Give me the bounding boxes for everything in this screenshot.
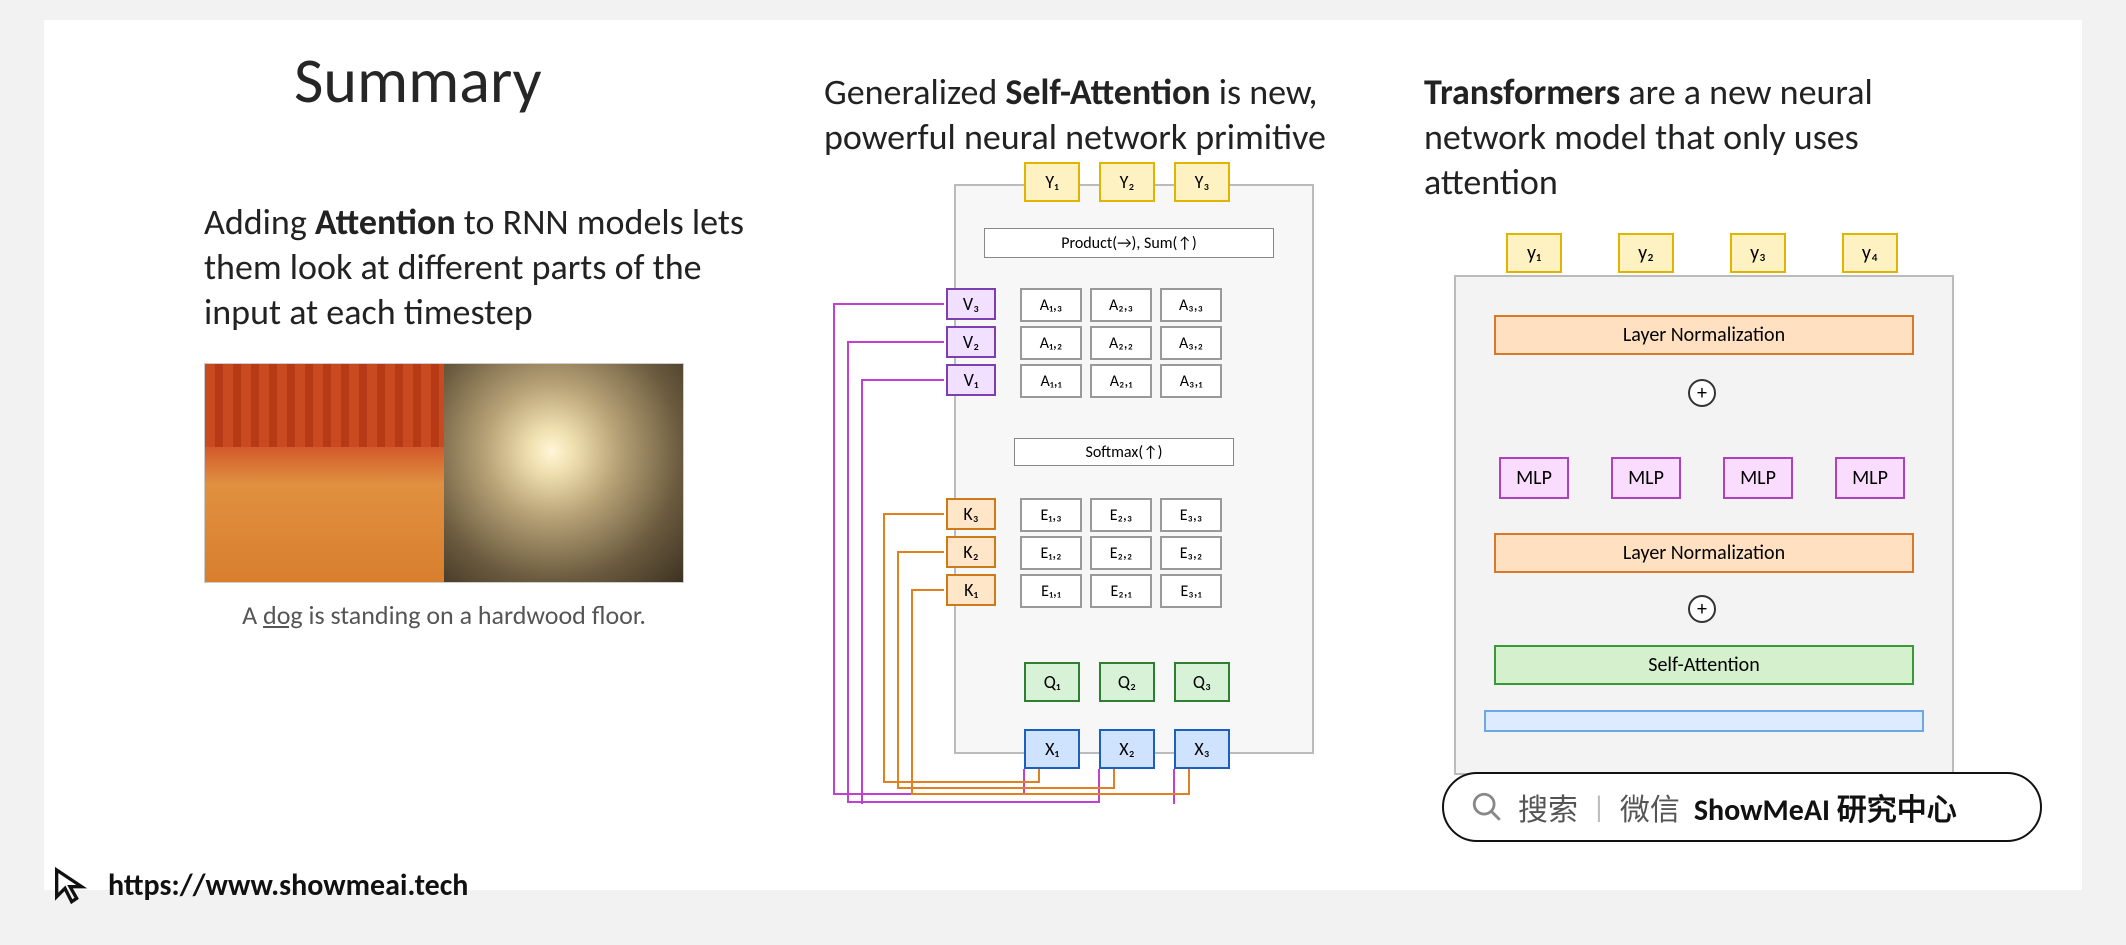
x-box: X₂ bbox=[1099, 729, 1155, 769]
e-box: E₂,₁ bbox=[1090, 574, 1152, 608]
y-box: Y₃ bbox=[1174, 162, 1230, 202]
plus-icon: + bbox=[1688, 379, 1716, 407]
k-box: K₂ bbox=[946, 536, 996, 568]
a-box: A₁,₁ bbox=[1020, 364, 1082, 398]
footer-url: https://www.showmeai.tech bbox=[108, 867, 468, 904]
photo-dog-attention bbox=[444, 364, 683, 582]
photo-dog-clear bbox=[205, 364, 444, 582]
col-self-attention: Generalized Self-Attention is new, power… bbox=[824, 70, 1364, 804]
col1-text: Adding Attention to RNN models lets them… bbox=[204, 200, 744, 335]
e-box: E₁,₂ bbox=[1020, 536, 1082, 570]
mlp-box: MLP bbox=[1723, 457, 1793, 499]
a-box: A₂,₂ bbox=[1090, 326, 1152, 360]
col3-text: Transformers are a new neural network mo… bbox=[1424, 70, 1984, 205]
mlp-box: MLP bbox=[1611, 457, 1681, 499]
a-box: A₃,₂ bbox=[1160, 326, 1222, 360]
mlp-box: MLP bbox=[1499, 457, 1569, 499]
e-box: E₁,₃ bbox=[1020, 498, 1082, 532]
a-box: A₃,₃ bbox=[1160, 288, 1222, 322]
y-box: Y₁ bbox=[1024, 162, 1080, 202]
col-transformers: Transformers are a new neural network mo… bbox=[1424, 70, 1984, 825]
a-box: A₁,₂ bbox=[1020, 326, 1082, 360]
t-bold: Self-Attention bbox=[1005, 70, 1210, 114]
cursor-icon bbox=[50, 865, 90, 905]
x-box: X₃ bbox=[1174, 729, 1230, 769]
layer-norm-box: Layer Normalization bbox=[1494, 533, 1914, 573]
e-box: E₂,₂ bbox=[1090, 536, 1152, 570]
search-pill[interactable]: 搜索 | 微信 ShowMeAI 研究中心 bbox=[1442, 772, 2042, 842]
transformer-diagram: y₁ y₂ y₃ y₄ Layer Normalization + MLP ML… bbox=[1424, 225, 1984, 825]
e-box: E₁,₁ bbox=[1020, 574, 1082, 608]
t: Generalized bbox=[824, 70, 1005, 114]
q-box: Q₃ bbox=[1174, 662, 1230, 702]
input-row bbox=[1484, 710, 1924, 732]
y-box: y₂ bbox=[1618, 233, 1674, 273]
k-box: K₁ bbox=[946, 574, 996, 606]
e-box: E₃,₂ bbox=[1160, 536, 1222, 570]
footer: https://www.showmeai.tech bbox=[50, 865, 468, 905]
mlp-box: MLP bbox=[1835, 457, 1905, 499]
separator: | bbox=[1592, 789, 1606, 826]
col-attention: Adding Attention to RNN models lets them… bbox=[204, 200, 744, 631]
a-box: A₂,₃ bbox=[1090, 288, 1152, 322]
layer-norm-box: Layer Normalization bbox=[1494, 315, 1914, 355]
q-box: Q₂ bbox=[1099, 662, 1155, 702]
y-box: y₁ bbox=[1506, 233, 1562, 273]
v-box: V₃ bbox=[946, 288, 996, 320]
t: A bbox=[242, 599, 263, 631]
t-underline: dog bbox=[263, 599, 303, 631]
y-box: y₃ bbox=[1730, 233, 1786, 273]
slide: Summary Adding Attention to RNN models l… bbox=[44, 20, 2082, 890]
k-box: K₃ bbox=[946, 498, 996, 530]
y-box: Y₂ bbox=[1099, 162, 1155, 202]
brand-label: ShowMeAI 研究中心 bbox=[1694, 785, 1957, 829]
plus-icon: + bbox=[1688, 595, 1716, 623]
e-box: E₃,₁ bbox=[1160, 574, 1222, 608]
t: Adding bbox=[204, 200, 315, 244]
col2-text: Generalized Self-Attention is new, power… bbox=[824, 70, 1364, 160]
photo-row bbox=[204, 363, 684, 583]
a-box: A₂,₁ bbox=[1090, 364, 1152, 398]
softmax-box: Softmax(↑) bbox=[1014, 438, 1234, 466]
wechat-label: 微信 bbox=[1620, 785, 1680, 829]
t: is standing on a hardwood floor. bbox=[303, 599, 646, 631]
v-box: V₂ bbox=[946, 326, 996, 358]
caption: A dog is standing on a hardwood floor. bbox=[204, 599, 684, 631]
search-label: 搜索 bbox=[1518, 785, 1578, 829]
slide-title: Summary bbox=[294, 42, 542, 120]
v-box: V₁ bbox=[946, 364, 996, 396]
e-box: E₂,₃ bbox=[1090, 498, 1152, 532]
t-bold: Attention bbox=[315, 200, 456, 244]
product-sum-box: Product(→), Sum(↑) bbox=[984, 228, 1274, 258]
self-attention-box: Self-Attention bbox=[1494, 645, 1914, 685]
search-icon bbox=[1470, 790, 1504, 824]
y-box: y₄ bbox=[1842, 233, 1898, 273]
x-box: X₁ bbox=[1024, 729, 1080, 769]
e-box: E₃,₃ bbox=[1160, 498, 1222, 532]
a-box: A₁,₃ bbox=[1020, 288, 1082, 322]
self-attention-diagram: Y₁ Y₂ Y₃ Product(→), Sum(↑) V₃ V₂ V₁ A₁,… bbox=[824, 184, 1344, 804]
a-box: A₃,₁ bbox=[1160, 364, 1222, 398]
t-bold: Transformers bbox=[1424, 70, 1620, 114]
q-box: Q₁ bbox=[1024, 662, 1080, 702]
